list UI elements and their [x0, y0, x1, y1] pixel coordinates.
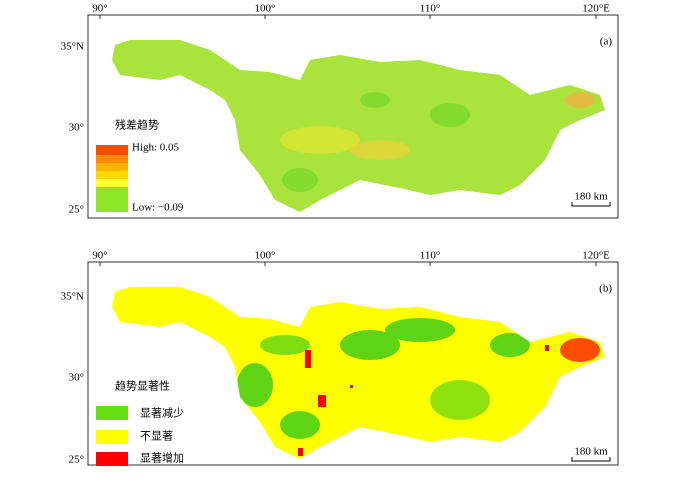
scale-bar [571, 457, 611, 462]
top-tick-label: 100° [255, 3, 276, 15]
trend-patches [280, 92, 595, 192]
left-tick-label: 35°N [61, 291, 84, 303]
legend-title: 趋势显著性 [115, 379, 170, 393]
left-tick-label: 35°N [61, 41, 84, 53]
top-tick-label: 90° [92, 3, 107, 15]
scale-bar [571, 202, 611, 207]
basin-map [112, 287, 605, 459]
frame [87, 261, 619, 466]
legend-label: 显著增加 [140, 451, 184, 465]
left-tick-label: 25° [69, 204, 84, 216]
legend-high: High: 0.05 [132, 142, 180, 154]
top-tick-label: 110° [420, 3, 441, 15]
legend-label: 不显著 [140, 429, 173, 443]
scale-bar-label: 180 km [574, 191, 608, 203]
legend-title: 残差趋势 [115, 118, 159, 132]
frame [87, 14, 619, 219]
legend-ramp [96, 145, 128, 212]
legend-swatch [96, 406, 128, 420]
top-tick-label: 100° [255, 250, 276, 262]
top-tick-label: 120°E [582, 3, 610, 15]
left-tick-label: 30° [69, 372, 84, 384]
legend-swatch [96, 452, 128, 466]
scale-bar-label: 180 km [574, 446, 608, 458]
panel-b: 90° 100° 110° 120°E 35°N 30° 25° (b) 趋势显… [61, 250, 619, 466]
legend-swatch [96, 430, 128, 444]
top-tick-label: 90° [92, 250, 107, 262]
basin-map [112, 40, 605, 212]
panel-label: (a) [600, 36, 613, 48]
panel-a: 90° 100° 110° 120°E 35°N 30° 25° (a) 残差趋… [61, 3, 619, 219]
left-tick-label: 25° [69, 454, 84, 466]
top-tick-label: 110° [420, 250, 441, 262]
panel-label: (b) [599, 283, 612, 295]
legend-label: 显著减少 [140, 406, 184, 420]
left-tick-label: 30° [69, 122, 84, 134]
top-tick-label: 120°E [582, 250, 610, 262]
legend-low: Low: −0.09 [132, 202, 184, 214]
significance-patches [237, 318, 600, 456]
